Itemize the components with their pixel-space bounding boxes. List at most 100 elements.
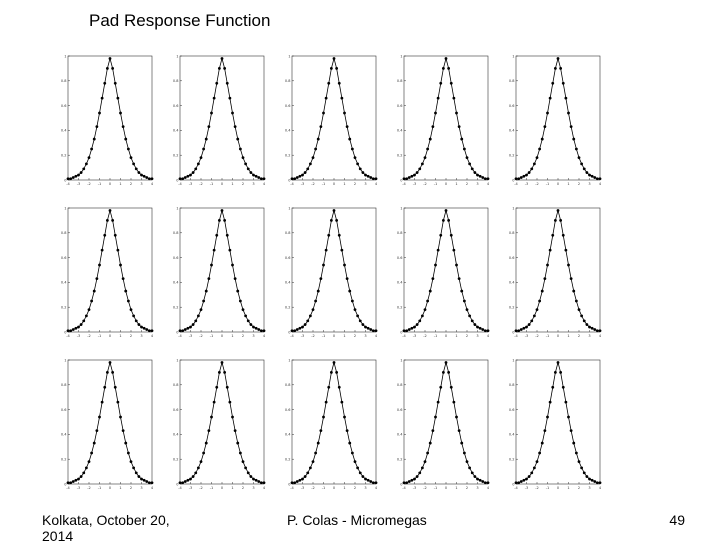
y-tick-label: 1 [400, 206, 402, 210]
prf-data-point [418, 319, 422, 323]
y-tick-label: 1 [512, 54, 514, 58]
prf-data-point [202, 299, 206, 303]
prf-data-point [343, 415, 346, 419]
prf-data-point [519, 328, 523, 331]
x-tick-label: -1 [322, 486, 326, 490]
prf-data-point [530, 167, 534, 171]
prf-data-point [428, 137, 432, 141]
prf-data-point [228, 96, 232, 100]
y-tick-label: 0 [176, 482, 178, 486]
x-tick-label: -3 [413, 334, 417, 338]
prf-data-point [460, 441, 464, 445]
prf-data-point [254, 174, 258, 178]
x-tick-label: 1 [343, 334, 345, 338]
x-tick-label: 2 [466, 182, 468, 186]
prf-data-point [257, 480, 261, 483]
prf-data-point [194, 471, 198, 475]
prf-data-point [460, 289, 464, 293]
prf-data-point [439, 233, 443, 237]
prf-data-point [564, 248, 568, 252]
x-tick-label: 3 [252, 486, 254, 490]
prf-data-point [483, 481, 487, 485]
x-tick-label: -2 [535, 486, 539, 490]
prf-curve [404, 56, 488, 180]
x-tick-label: 2 [578, 334, 580, 338]
prf-data-point [535, 156, 539, 160]
prf-data-point [428, 289, 432, 293]
y-tick-label: 0.8 [285, 383, 291, 387]
prf-data-point [132, 466, 136, 470]
x-tick-label: 0 [333, 334, 335, 338]
prf-data-point [183, 176, 187, 179]
x-tick-label: -3 [189, 486, 193, 490]
prf-data-point [69, 177, 73, 181]
x-tick-label: 2 [130, 334, 132, 338]
y-tick-label: 0.6 [509, 104, 515, 108]
x-tick-label: 1 [231, 182, 233, 186]
prf-data-point [546, 415, 549, 419]
prf-data-point [514, 481, 518, 485]
x-tick-label: 3 [140, 486, 142, 490]
prf-panel-plot: 0 0.2 0.4 0.6 0.8 1 -4 -3 -2 -1 0 1 2 3 4 [509, 54, 602, 186]
x-tick-label: 0 [445, 334, 447, 338]
y-tick-label: 0.2 [285, 154, 291, 158]
y-tick-label: 0.6 [61, 104, 67, 108]
x-tick-label: -3 [189, 334, 193, 338]
plot-frame [515, 207, 601, 333]
prf-data-point [457, 125, 461, 129]
prf-data-point [473, 323, 477, 326]
prf-data-point [316, 289, 320, 293]
prf-data-point [543, 125, 547, 129]
prf-data-point [246, 319, 250, 323]
prf-data-point [241, 308, 245, 312]
prf-data-point [147, 481, 151, 485]
x-tick-label: -4 [402, 334, 406, 338]
prf-data-point [335, 371, 339, 374]
prf-data-point [231, 415, 234, 419]
prf-data-point [423, 156, 427, 160]
prf-data-point [142, 174, 146, 178]
prf-data-point [337, 81, 341, 85]
y-tick-label: 0.4 [285, 129, 291, 133]
prf-data-point [66, 329, 70, 333]
prf-data-point [428, 441, 432, 445]
prf-data-point [220, 57, 224, 60]
prf-data-point [119, 111, 122, 115]
y-tick-label: 1 [176, 206, 178, 210]
prf-data-point [350, 451, 354, 455]
x-tick-label: 0 [445, 486, 447, 490]
prf-data-point [324, 400, 328, 404]
prf-data-point [178, 481, 182, 485]
prf-data-point [449, 81, 453, 85]
y-tick-label: 0.2 [61, 154, 67, 158]
prf-data-point [423, 460, 427, 464]
prf-data-point [486, 329, 490, 333]
prf-data-point [410, 478, 414, 482]
prf-data-point [191, 323, 195, 326]
prf-data-point [295, 480, 299, 483]
plot-frame [291, 55, 377, 181]
y-tick-label: 0 [512, 482, 514, 486]
x-tick-label: 2 [130, 486, 132, 490]
prf-data-point [595, 329, 599, 333]
prf-panel-plot: 0 0.2 0.4 0.6 0.8 1 -4 -3 -2 -1 0 1 2 3 4 [285, 54, 378, 186]
prf-panel-plot: 0 0.2 0.4 0.6 0.8 1 -4 -3 -2 -1 0 1 2 3 4 [509, 206, 602, 338]
x-tick-label: 0 [221, 182, 223, 186]
y-tick-label: 0 [512, 178, 514, 182]
prf-data-point [444, 209, 448, 212]
x-tick-label: 1 [231, 486, 233, 490]
prf-data-point [92, 137, 96, 141]
prf-data-point [319, 277, 323, 281]
x-tick-label: 3 [476, 334, 478, 338]
prf-data-point [567, 111, 570, 115]
prf-data-point [79, 171, 83, 174]
prf-data-point [473, 171, 477, 174]
x-tick-label: 2 [354, 334, 356, 338]
prf-data-point [356, 314, 360, 318]
prf-data-point [415, 323, 419, 326]
plot-frame [179, 359, 265, 485]
prf-data-point [150, 177, 154, 181]
prf-data-point [108, 209, 112, 212]
prf-data-point [532, 314, 536, 318]
prf-data-point [361, 171, 365, 174]
